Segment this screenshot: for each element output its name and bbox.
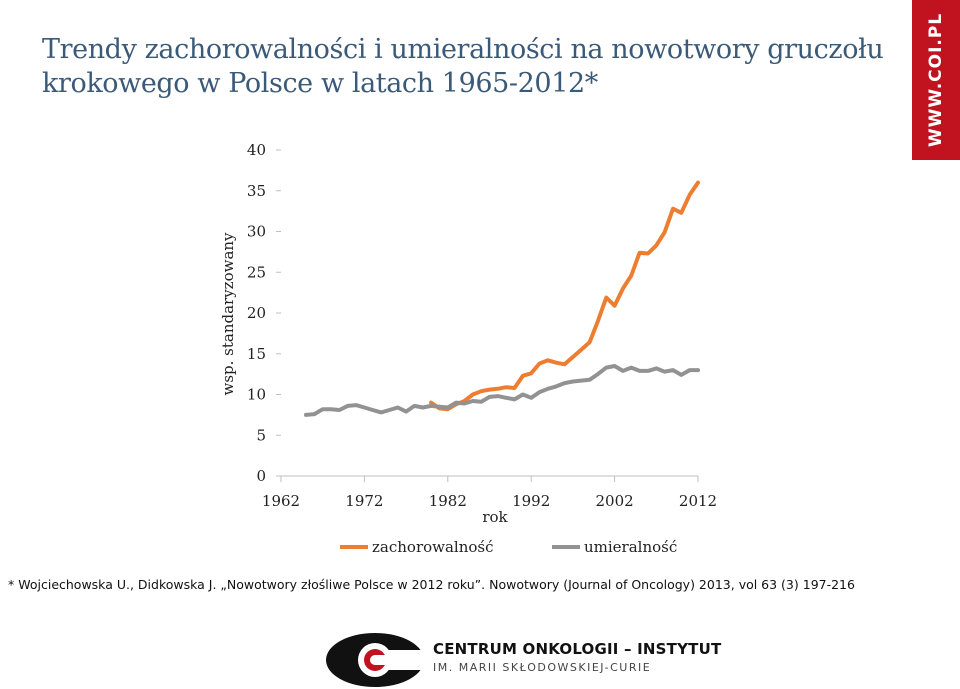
y-axis-label: wsp. standaryzowany <box>219 232 237 396</box>
y-tick-label: 0 <box>256 467 266 485</box>
y-tick-label: 10 <box>247 386 266 404</box>
y-tick-label: 40 <box>247 141 266 159</box>
institute-logo[interactable]: CENTRUM ONKOLOGII – INSTYTUT IM. MARII S… <box>325 632 721 688</box>
site-badge[interactable]: WWW.COI.PL <box>912 0 960 160</box>
legend-item-mortality: umieralność <box>552 538 677 556</box>
chart-legend: zachorowalność umieralność <box>340 538 760 560</box>
y-tick-label: 35 <box>247 182 266 200</box>
line-chart: 1962 1972 1982 1992 2002 2012 0 5 10 15 20 25 30 35 40… <box>219 141 717 526</box>
y-tick-label: 25 <box>247 263 266 281</box>
x-tick-label: 1962 <box>262 492 300 510</box>
x-tick-label: 1992 <box>512 492 550 510</box>
legend-label-mortality: umieralność <box>584 538 678 556</box>
x-tick-label: 2002 <box>596 492 634 510</box>
legend-swatch-mortality <box>552 545 580 549</box>
chart-title-line-2: krokowego w Polsce w latach 1965-2012* <box>42 68 598 99</box>
chart-title: Trendy zachorowalności i umieralności na… <box>42 33 922 101</box>
source-footnote: * Wojciechowska U., Didkowska J. „Nowotw… <box>8 577 855 592</box>
mortality-series-line <box>304 364 700 417</box>
x-axis-label: rok <box>482 508 508 526</box>
x-tick-label: 2012 <box>679 492 717 510</box>
y-tick-label: 15 <box>247 345 266 363</box>
y-tick-label: 20 <box>247 304 266 322</box>
y-tick-label: 5 <box>256 426 266 444</box>
legend-label-incidence: zachorowalność <box>372 538 494 556</box>
chart-axes: 1962 1972 1982 1992 2002 2012 0 5 10 15 20 25 30 35 40 <box>247 141 717 510</box>
institute-logo-mark <box>326 633 425 687</box>
y-tick-label: 30 <box>247 223 266 241</box>
institute-name: CENTRUM ONKOLOGII – INSTYTUT <box>433 640 722 658</box>
chart-series <box>304 180 700 417</box>
x-tick-label: 1972 <box>345 492 383 510</box>
x-tick-label: 1982 <box>429 492 467 510</box>
incidence-series-line <box>429 180 700 412</box>
chart-title-line-1: Trendy zachorowalności i umieralności na… <box>42 34 884 65</box>
institute-subtitle: IM. MARII SKŁODOWSKIEJ-CURIE <box>433 661 652 674</box>
legend-item-incidence: zachorowalność <box>340 538 494 556</box>
legend-swatch-incidence <box>340 545 368 549</box>
